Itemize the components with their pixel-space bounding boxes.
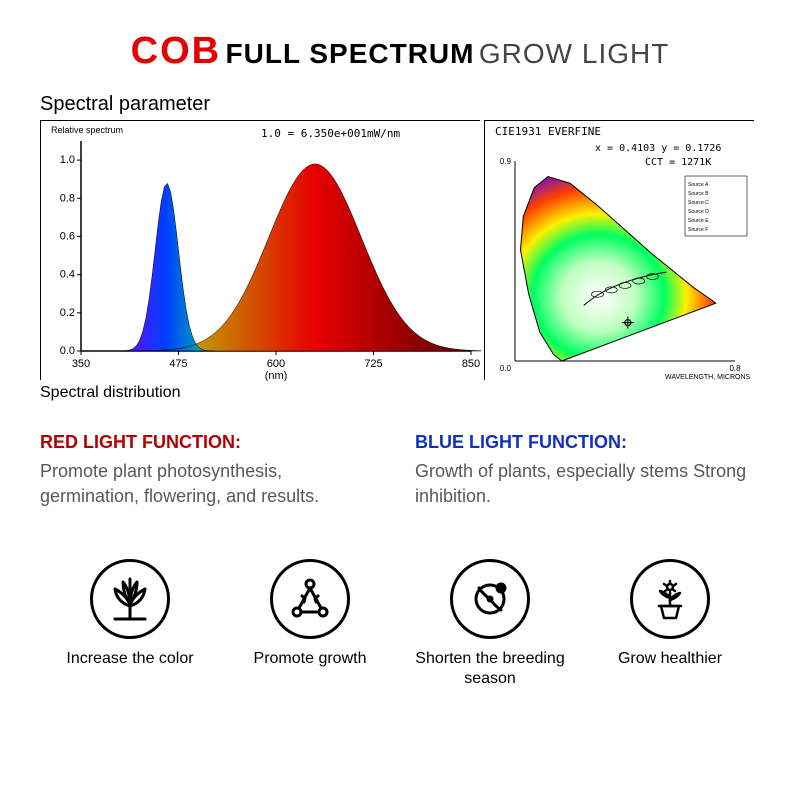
svg-text:Relative spectrum: Relative spectrum bbox=[51, 125, 123, 135]
svg-text:Source D: Source D bbox=[688, 209, 709, 215]
svg-text:0.4: 0.4 bbox=[60, 269, 75, 281]
title-cob: COB bbox=[131, 30, 221, 72]
svg-text:0.9: 0.9 bbox=[500, 157, 512, 166]
charts-row: Relative spectrum 1.0 = 6.350e+001mW/nm 0.… bbox=[40, 120, 770, 380]
subtitle-spectral-parameter: Spectral parameter bbox=[40, 93, 770, 116]
svg-text:0.0: 0.0 bbox=[500, 364, 512, 373]
svg-text:Source F: Source F bbox=[688, 227, 708, 233]
growth-icon bbox=[270, 559, 350, 639]
svg-text:1.0: 1.0 bbox=[60, 154, 75, 166]
svg-text:0.6: 0.6 bbox=[60, 230, 75, 242]
spectral-distribution-chart: Relative spectrum 1.0 = 6.350e+001mW/nm 0.… bbox=[40, 120, 480, 380]
svg-text:350: 350 bbox=[72, 358, 90, 370]
cie-chromaticity-chart: CIE1931 EVERFINE x = 0.4103 y = 0.1726 CCT… bbox=[484, 120, 754, 380]
svg-text:CIE1931 EVERFINE: CIE1931 EVERFINE bbox=[495, 125, 601, 138]
benefit-shorten-season: Shorten the breeding season bbox=[410, 559, 570, 687]
svg-text:850: 850 bbox=[462, 358, 480, 370]
title-full: FULL SPECTRUM bbox=[226, 38, 475, 69]
svg-text:Source B: Source B bbox=[688, 191, 709, 197]
svg-text:x = 0.4103 y = 0.1726: x = 0.4103 y = 0.1726 bbox=[595, 143, 721, 154]
svg-text:0.2: 0.2 bbox=[60, 307, 75, 319]
sprout-icon bbox=[450, 559, 530, 639]
icon-label: Shorten the breeding season bbox=[410, 649, 570, 687]
svg-text:475: 475 bbox=[169, 358, 187, 370]
succulent-icon bbox=[90, 559, 170, 639]
svg-text:0.0: 0.0 bbox=[60, 345, 75, 357]
red-function-body: Promote plant photosynthesis, germinatio… bbox=[40, 459, 385, 509]
svg-text:(nm): (nm) bbox=[265, 370, 288, 381]
svg-text:1.0 = 6.350e+001mW/nm: 1.0 = 6.350e+001mW/nm bbox=[261, 127, 400, 140]
flower-pot-icon bbox=[630, 559, 710, 639]
svg-text:Source C: Source C bbox=[688, 200, 709, 206]
benefit-grow-healthier: Grow healthier bbox=[590, 559, 750, 687]
svg-text:0.8: 0.8 bbox=[729, 364, 741, 373]
title-grow: GROW LIGHT bbox=[479, 38, 669, 69]
icon-label: Promote growth bbox=[254, 649, 367, 668]
red-function-heading: RED LIGHT FUNCTION: bbox=[40, 432, 385, 453]
svg-text:CCT = 1271K: CCT = 1271K bbox=[645, 157, 711, 168]
icon-label: Increase the color bbox=[66, 649, 193, 668]
blue-function-heading: BLUE LIGHT FUNCTION: bbox=[415, 432, 760, 453]
chart-caption: Spectral distribution bbox=[40, 384, 770, 402]
blue-function-body: Growth of plants, especially stems Stron… bbox=[415, 459, 760, 509]
blue-light-function: BLUE LIGHT FUNCTION: Growth of plants, e… bbox=[415, 432, 760, 509]
svg-text:Source A: Source A bbox=[688, 182, 709, 188]
functions-row: RED LIGHT FUNCTION: Promote plant photos… bbox=[40, 432, 760, 509]
main-title: COB FULL SPECTRUM GROW LIGHT bbox=[30, 30, 770, 73]
svg-text:0.8: 0.8 bbox=[60, 192, 75, 204]
icon-label: Grow healthier bbox=[618, 649, 722, 668]
svg-text:Source E: Source E bbox=[688, 218, 709, 224]
svg-text:WAVELENGTH, MICRONS: WAVELENGTH, MICRONS bbox=[665, 374, 751, 381]
svg-text:725: 725 bbox=[364, 358, 382, 370]
benefit-promote-growth: Promote growth bbox=[230, 559, 390, 687]
red-light-function: RED LIGHT FUNCTION: Promote plant photos… bbox=[40, 432, 385, 509]
benefit-increase-color: Increase the color bbox=[50, 559, 210, 687]
benefit-icons-row: Increase the color Promote growth bbox=[30, 559, 770, 687]
svg-text:600: 600 bbox=[267, 358, 285, 370]
